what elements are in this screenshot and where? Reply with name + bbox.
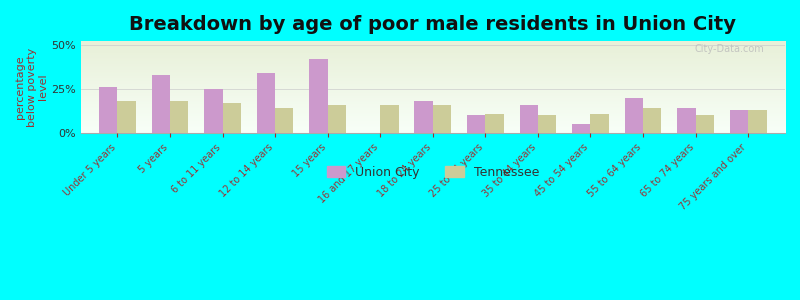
Bar — [310, 59, 328, 133]
Bar — [257, 73, 275, 133]
Bar — [204, 89, 222, 133]
Text: City-Data.com: City-Data.com — [694, 44, 764, 54]
Bar — [222, 103, 241, 133]
Bar — [170, 101, 188, 133]
Bar — [151, 75, 170, 133]
Legend: Union City, Tennessee: Union City, Tennessee — [322, 161, 544, 184]
Bar — [643, 108, 662, 133]
Bar — [696, 116, 714, 133]
Bar — [433, 105, 451, 133]
Bar — [99, 87, 118, 133]
Bar — [538, 116, 556, 133]
Title: Breakdown by age of poor male residents in Union City: Breakdown by age of poor male residents … — [130, 15, 736, 34]
Bar — [590, 114, 609, 133]
Bar — [414, 101, 433, 133]
Bar — [519, 105, 538, 133]
Bar — [118, 101, 136, 133]
Bar — [467, 116, 486, 133]
Bar — [572, 124, 590, 133]
Y-axis label: percentage
below poverty
level: percentage below poverty level — [15, 47, 48, 127]
Bar — [748, 110, 766, 133]
Bar — [275, 108, 294, 133]
Bar — [328, 105, 346, 133]
Bar — [730, 110, 748, 133]
Bar — [486, 114, 504, 133]
Bar — [678, 108, 696, 133]
Bar — [625, 98, 643, 133]
Bar — [380, 105, 398, 133]
